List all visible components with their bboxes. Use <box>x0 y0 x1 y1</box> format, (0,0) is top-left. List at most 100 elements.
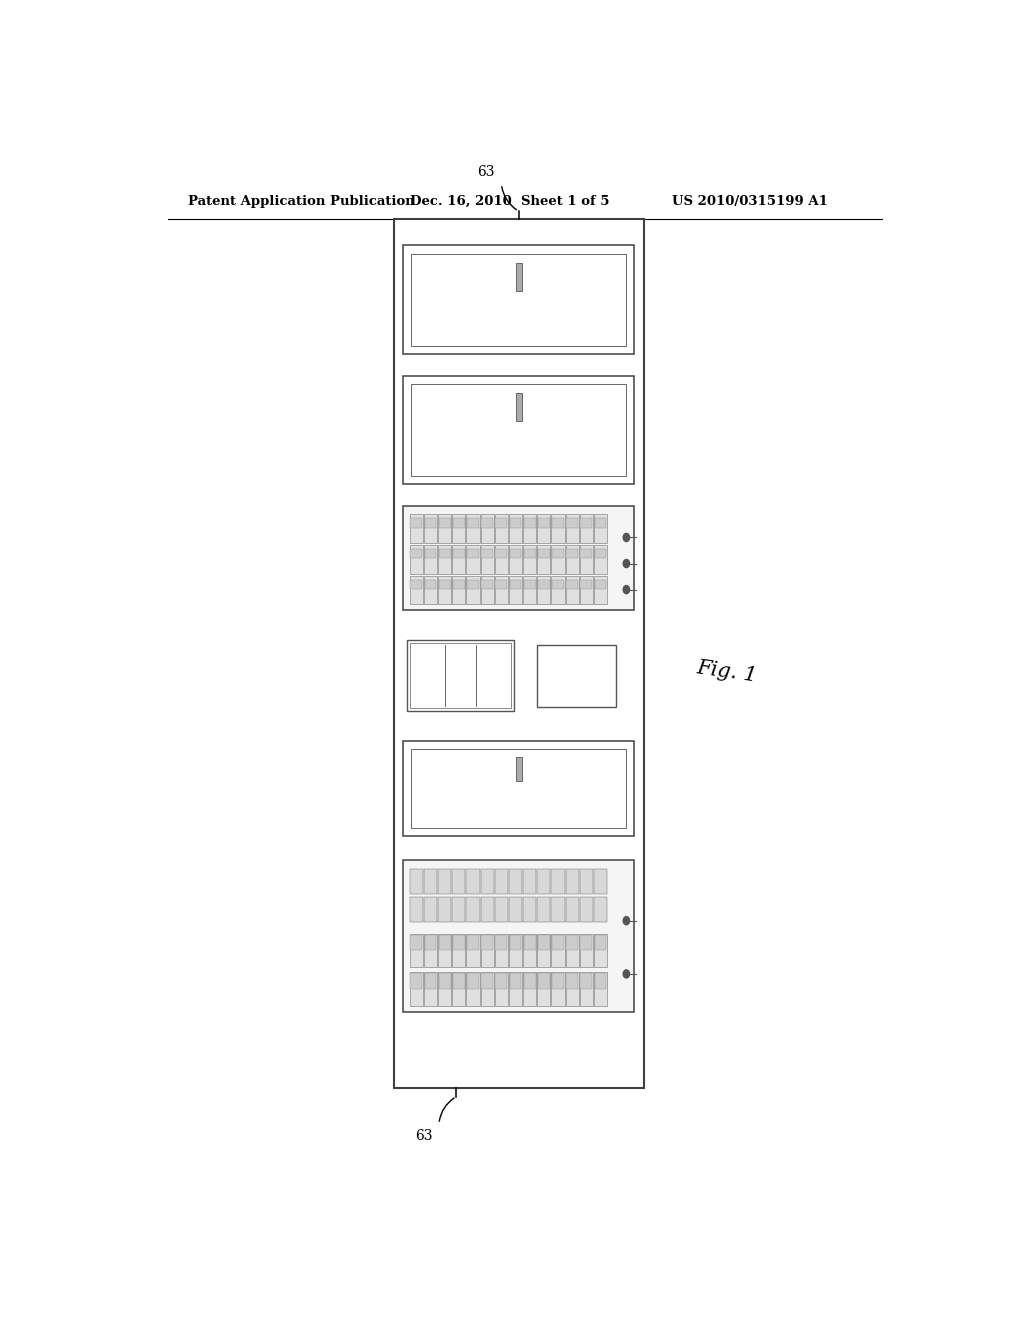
Circle shape <box>624 916 630 925</box>
Bar <box>438 933 452 968</box>
Bar <box>403 859 634 1012</box>
Bar <box>523 576 537 605</box>
Bar <box>453 935 465 950</box>
Bar <box>438 545 452 574</box>
Bar <box>403 246 634 354</box>
Bar <box>523 515 537 543</box>
Bar <box>581 549 592 558</box>
Bar <box>524 519 536 528</box>
Bar <box>424 576 437 605</box>
Bar <box>411 519 422 528</box>
Bar <box>581 973 592 989</box>
Text: 63: 63 <box>415 1129 432 1143</box>
Bar <box>496 579 507 589</box>
Bar <box>438 515 452 543</box>
Bar <box>425 973 436 989</box>
Bar <box>466 898 479 921</box>
Text: Sheet 1 of 5: Sheet 1 of 5 <box>521 194 609 207</box>
Bar <box>594 576 607 605</box>
Bar <box>467 549 479 558</box>
Bar <box>594 545 607 574</box>
Bar <box>565 515 579 543</box>
Bar <box>403 506 634 610</box>
Bar <box>552 972 564 1006</box>
Bar <box>453 545 466 574</box>
Bar <box>480 545 494 574</box>
Bar <box>438 576 452 605</box>
Bar <box>552 549 564 558</box>
Bar <box>438 973 451 989</box>
Bar <box>566 549 579 558</box>
Bar <box>552 973 564 989</box>
Bar <box>424 870 437 894</box>
Bar <box>552 870 564 894</box>
Bar <box>565 933 579 968</box>
Bar <box>411 935 422 950</box>
Bar <box>410 576 423 605</box>
Text: 63: 63 <box>477 165 495 178</box>
Bar <box>552 579 564 589</box>
Bar <box>509 972 522 1006</box>
Bar <box>552 935 564 950</box>
Bar <box>438 579 451 589</box>
Bar <box>595 519 606 528</box>
Bar <box>523 898 537 921</box>
Bar <box>466 545 479 574</box>
Bar <box>481 519 494 528</box>
Bar <box>453 549 465 558</box>
Bar <box>538 576 551 605</box>
Bar <box>466 933 479 968</box>
Bar <box>480 972 494 1006</box>
Bar <box>510 935 521 950</box>
Bar <box>412 384 627 477</box>
Bar <box>581 519 592 528</box>
Bar <box>580 972 593 1006</box>
Bar <box>424 972 437 1006</box>
Bar <box>516 393 521 421</box>
Bar <box>424 515 437 543</box>
Bar <box>481 973 494 989</box>
Bar <box>566 935 579 950</box>
Bar <box>495 972 508 1006</box>
Bar <box>453 972 466 1006</box>
Bar <box>496 519 507 528</box>
Bar <box>412 748 627 828</box>
Bar <box>410 643 511 708</box>
Bar <box>480 898 494 921</box>
Bar <box>496 935 507 950</box>
Bar <box>453 973 465 989</box>
Bar <box>453 515 466 543</box>
Bar <box>509 933 522 968</box>
Bar <box>552 515 564 543</box>
Bar <box>467 579 479 589</box>
Bar <box>509 576 522 605</box>
Bar <box>394 219 644 1089</box>
Bar <box>595 935 606 950</box>
Bar <box>480 870 494 894</box>
Bar <box>467 519 479 528</box>
Bar <box>566 519 579 528</box>
Bar <box>524 549 536 558</box>
Bar <box>453 933 466 968</box>
Bar <box>565 972 579 1006</box>
Bar <box>524 935 536 950</box>
Bar <box>411 579 422 589</box>
Bar <box>594 933 607 968</box>
Bar <box>523 933 537 968</box>
Bar <box>595 973 606 989</box>
Bar <box>438 870 452 894</box>
Bar <box>594 515 607 543</box>
Bar <box>523 545 537 574</box>
Text: US 2010/0315199 A1: US 2010/0315199 A1 <box>672 194 827 207</box>
Bar <box>566 579 579 589</box>
Bar <box>580 576 593 605</box>
Bar <box>496 973 507 989</box>
Bar <box>566 973 579 989</box>
Bar <box>466 972 479 1006</box>
Bar <box>524 579 536 589</box>
Bar <box>438 549 451 558</box>
Bar <box>467 973 479 989</box>
Bar <box>495 576 508 605</box>
Bar <box>410 870 423 894</box>
Circle shape <box>624 533 630 541</box>
